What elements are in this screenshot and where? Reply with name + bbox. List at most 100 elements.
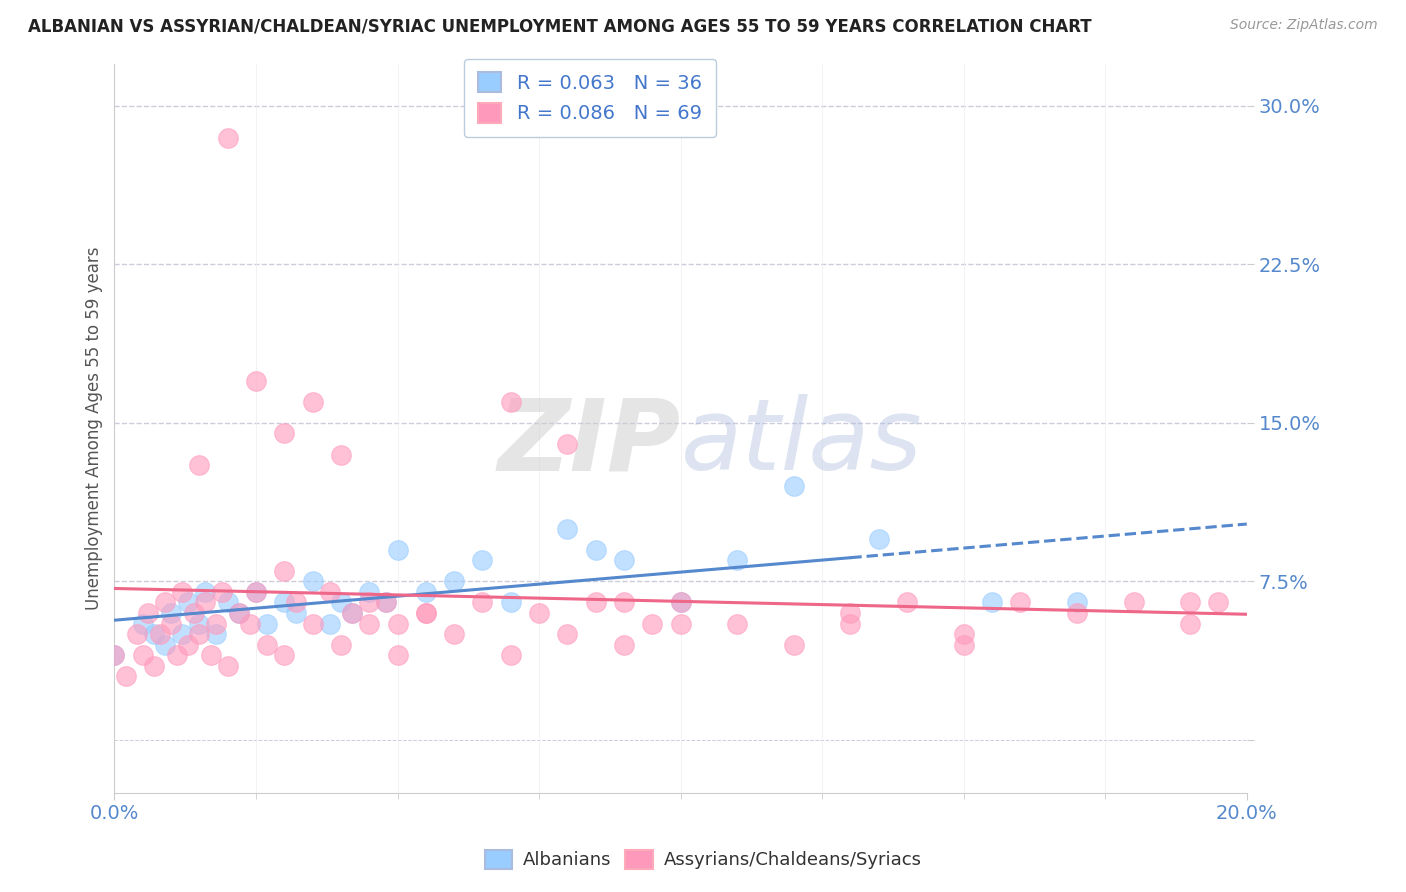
Point bbox=[143, 659, 166, 673]
Point bbox=[217, 595, 239, 609]
Point bbox=[375, 595, 398, 609]
Point bbox=[1066, 595, 1088, 609]
Point bbox=[318, 616, 340, 631]
Point bbox=[415, 606, 437, 620]
Point bbox=[1178, 595, 1201, 609]
Point bbox=[359, 595, 381, 609]
Point bbox=[194, 595, 217, 609]
Point bbox=[228, 606, 250, 620]
Point bbox=[471, 595, 494, 609]
Point bbox=[172, 627, 194, 641]
Point bbox=[301, 394, 323, 409]
Text: ALBANIAN VS ASSYRIAN/CHALDEAN/SYRIAC UNEMPLOYMENT AMONG AGES 55 TO 59 YEARS CORR: ALBANIAN VS ASSYRIAN/CHALDEAN/SYRIAC UNE… bbox=[28, 18, 1091, 36]
Point bbox=[155, 595, 177, 609]
Point bbox=[188, 616, 211, 631]
Point bbox=[499, 648, 522, 663]
Point bbox=[557, 522, 579, 536]
Point bbox=[952, 627, 974, 641]
Point bbox=[177, 638, 200, 652]
Point bbox=[669, 616, 692, 631]
Text: ZIP: ZIP bbox=[498, 394, 681, 491]
Point bbox=[952, 638, 974, 652]
Point bbox=[1178, 616, 1201, 631]
Point bbox=[557, 437, 579, 451]
Point bbox=[669, 595, 692, 609]
Point bbox=[103, 648, 125, 663]
Point bbox=[1122, 595, 1144, 609]
Point bbox=[669, 595, 692, 609]
Point bbox=[132, 648, 155, 663]
Point bbox=[783, 638, 806, 652]
Point bbox=[387, 648, 409, 663]
Point bbox=[245, 374, 267, 388]
Point bbox=[228, 606, 250, 620]
Text: Source: ZipAtlas.com: Source: ZipAtlas.com bbox=[1230, 18, 1378, 32]
Point bbox=[284, 595, 307, 609]
Point bbox=[143, 627, 166, 641]
Point bbox=[585, 595, 607, 609]
Y-axis label: Unemployment Among Ages 55 to 59 years: Unemployment Among Ages 55 to 59 years bbox=[86, 246, 103, 610]
Point bbox=[200, 648, 222, 663]
Point bbox=[839, 606, 862, 620]
Point bbox=[284, 606, 307, 620]
Point bbox=[839, 616, 862, 631]
Point bbox=[177, 595, 200, 609]
Point bbox=[217, 659, 239, 673]
Text: atlas: atlas bbox=[681, 394, 922, 491]
Point bbox=[273, 648, 295, 663]
Point bbox=[103, 648, 125, 663]
Point bbox=[329, 595, 352, 609]
Point bbox=[443, 627, 465, 641]
Point bbox=[132, 616, 155, 631]
Point bbox=[342, 606, 364, 620]
Point bbox=[342, 606, 364, 620]
Point bbox=[557, 627, 579, 641]
Point bbox=[613, 638, 636, 652]
Point bbox=[205, 627, 228, 641]
Point bbox=[256, 616, 278, 631]
Point bbox=[166, 648, 188, 663]
Point bbox=[149, 627, 172, 641]
Point bbox=[725, 553, 748, 567]
Point bbox=[359, 585, 381, 599]
Point bbox=[160, 606, 183, 620]
Point bbox=[896, 595, 918, 609]
Point bbox=[114, 669, 136, 683]
Legend: R = 0.063   N = 36, R = 0.086   N = 69: R = 0.063 N = 36, R = 0.086 N = 69 bbox=[464, 59, 716, 136]
Point bbox=[613, 595, 636, 609]
Point bbox=[273, 426, 295, 441]
Point bbox=[172, 585, 194, 599]
Point bbox=[217, 130, 239, 145]
Point bbox=[318, 585, 340, 599]
Point bbox=[415, 585, 437, 599]
Legend: Albanians, Assyrians/Chaldeans/Syriacs: Albanians, Assyrians/Chaldeans/Syriacs bbox=[475, 841, 931, 879]
Point bbox=[725, 616, 748, 631]
Point bbox=[527, 606, 550, 620]
Point bbox=[641, 616, 664, 631]
Point bbox=[499, 595, 522, 609]
Point bbox=[613, 553, 636, 567]
Point bbox=[188, 458, 211, 472]
Point bbox=[329, 448, 352, 462]
Point bbox=[585, 542, 607, 557]
Point bbox=[301, 616, 323, 631]
Point bbox=[245, 585, 267, 599]
Point bbox=[359, 616, 381, 631]
Point bbox=[273, 595, 295, 609]
Point bbox=[256, 638, 278, 652]
Point bbox=[415, 606, 437, 620]
Point bbox=[188, 627, 211, 641]
Point bbox=[211, 585, 233, 599]
Point bbox=[125, 627, 148, 641]
Point bbox=[981, 595, 1004, 609]
Point bbox=[273, 564, 295, 578]
Point bbox=[443, 574, 465, 589]
Point bbox=[155, 638, 177, 652]
Point bbox=[1010, 595, 1032, 609]
Point bbox=[499, 394, 522, 409]
Point bbox=[375, 595, 398, 609]
Point bbox=[868, 532, 890, 546]
Point bbox=[160, 616, 183, 631]
Point bbox=[329, 638, 352, 652]
Point bbox=[783, 479, 806, 493]
